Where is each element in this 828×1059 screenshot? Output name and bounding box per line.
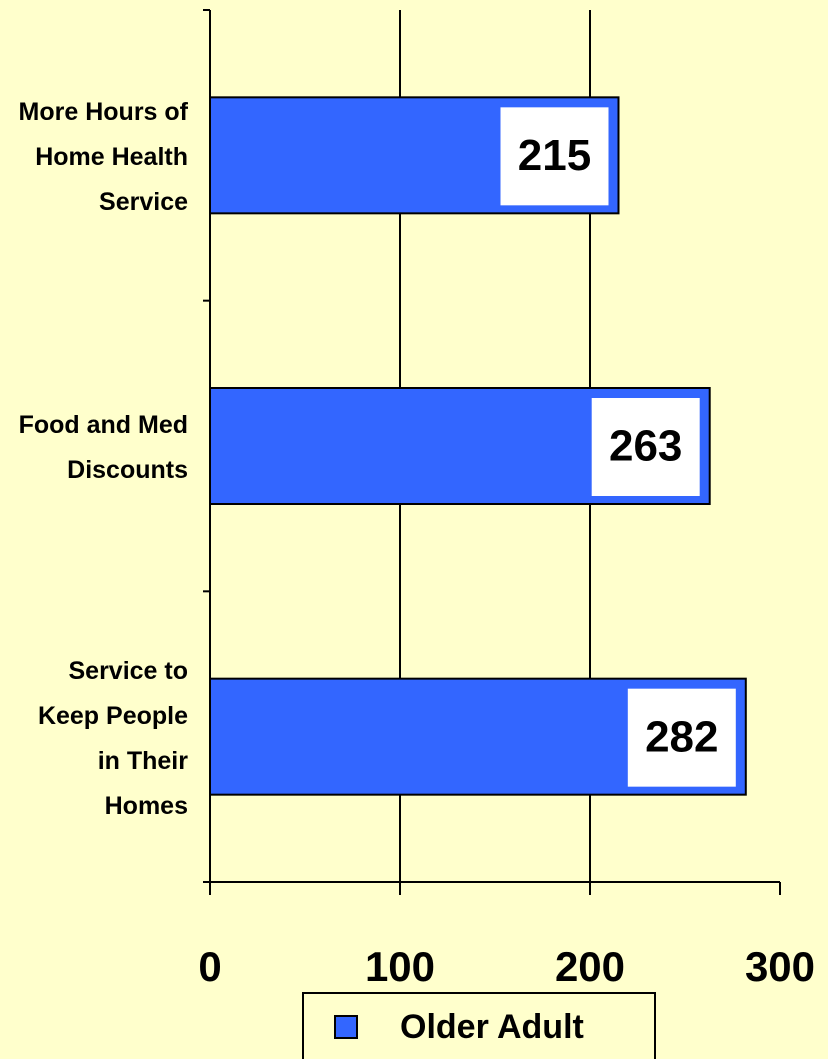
x-tick-label: 200 (555, 943, 625, 990)
value-label: 263 (609, 422, 682, 471)
x-tick-label: 100 (365, 943, 435, 990)
legend-swatch (334, 1015, 358, 1039)
legend-box (302, 992, 656, 1059)
value-label: 282 (645, 712, 718, 761)
value-label-box (500, 107, 609, 206)
x-tick-label: 0 (198, 943, 221, 990)
value-label-box (627, 688, 736, 787)
y-tick-label: Food and Med Discounts (18, 411, 188, 484)
value-label: 215 (518, 131, 591, 180)
value-label-box (591, 398, 700, 496)
y-tick-label: More Hours of Home Health Service (18, 97, 188, 216)
y-tick-label: Service to Keep People in Their Homes (37, 656, 188, 820)
x-tick-label: 300 (745, 943, 815, 990)
legend-label: Older Adult (400, 1008, 584, 1046)
